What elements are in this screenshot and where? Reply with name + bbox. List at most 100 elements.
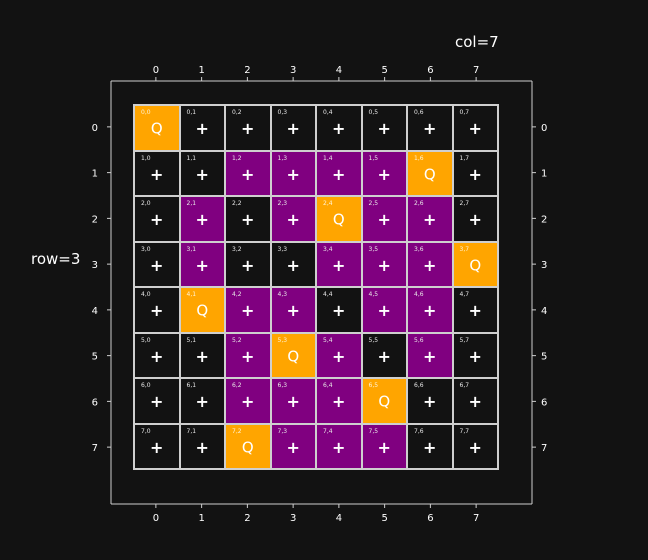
board-cell-0-0[interactable]: 0,0 Q — [134, 105, 180, 151]
board-cell-7-6[interactable]: 7,6 + — [407, 423, 453, 469]
cell-coordinate: 6,1 — [186, 382, 197, 389]
board-cell-1-1[interactable]: 1,1 + — [179, 150, 225, 196]
cell-coordinate: 2,1 — [186, 200, 197, 207]
board-cell-5-5[interactable]: 5,5 + — [361, 332, 407, 378]
plus-icon: + — [332, 437, 346, 457]
tick-label-right: 7 — [541, 443, 547, 454]
board-cell-0-1[interactable]: 0,1 + — [179, 105, 225, 151]
cell-coordinate: 5,0 — [141, 336, 151, 344]
board-cell-4-0[interactable]: 4,0 + — [134, 287, 180, 333]
board-cell-5-6[interactable]: 5,6 + — [407, 332, 453, 378]
queen-piece: Q — [150, 119, 163, 138]
board-cell-6-2[interactable]: 6,2 + — [225, 378, 271, 424]
board-cell-6-7[interactable]: 6,7 + — [452, 378, 498, 424]
tick-label-bottom: 6 — [427, 513, 433, 524]
plus-icon: + — [150, 255, 164, 275]
board-cell-1-5[interactable]: 1,5 + — [361, 150, 407, 196]
plus-icon: + — [286, 210, 300, 230]
cell-coordinate: 2,6 — [414, 200, 424, 207]
cell-coordinate: 1,6 — [414, 154, 424, 162]
board-cell-0-5[interactable]: 0,5 + — [361, 105, 407, 151]
cell-coordinate: 0,4 — [323, 109, 333, 116]
board-cell-3-1[interactable]: 3,1 + — [179, 241, 225, 287]
board-cell-3-7[interactable]: 3,7 Q — [452, 241, 498, 287]
board-cell-6-3[interactable]: 6,3 + — [270, 378, 316, 424]
plus-icon: + — [332, 119, 346, 139]
cell-coordinate: 4,3 — [277, 291, 288, 298]
board-cell-7-2[interactable]: 7,2 Q — [225, 423, 271, 469]
board-cell-3-3[interactable]: 3,3 + — [270, 241, 316, 287]
board-cell-7-7[interactable]: 7,7 + — [452, 423, 498, 469]
tick-label-left: 6 — [92, 397, 98, 408]
plus-icon: + — [150, 301, 164, 321]
cell-coordinate: 7,2 — [232, 427, 242, 435]
board-cell-1-3[interactable]: 1,3 + — [270, 150, 316, 196]
cell-coordinate: 4,4 — [323, 291, 333, 298]
cell-coordinate: 2,3 — [277, 200, 288, 207]
tick-label-top: 2 — [244, 65, 250, 76]
board-cell-6-5[interactable]: 6,5 Q — [361, 378, 407, 424]
board-cell-7-0[interactable]: 7,0 + — [134, 423, 180, 469]
board-cell-6-6[interactable]: 6,6 + — [407, 378, 453, 424]
cell-coordinate: 2,4 — [323, 200, 333, 207]
board-cell-4-5[interactable]: 4,5 + — [361, 287, 407, 333]
board-cell-4-6[interactable]: 4,6 + — [407, 287, 453, 333]
board-cell-5-2[interactable]: 5,2 + — [225, 332, 271, 378]
board-cell-4-2[interactable]: 4,2 + — [225, 287, 271, 333]
board-cell-6-1[interactable]: 6,1 + — [179, 378, 225, 424]
board-cell-2-2[interactable]: 2,2 + — [225, 196, 271, 242]
board-cell-0-4[interactable]: 0,4 + — [316, 105, 362, 151]
board-cell-5-7[interactable]: 5,7 + — [452, 332, 498, 378]
plus-icon: + — [195, 119, 209, 139]
board-cell-2-3[interactable]: 2,3 + — [270, 196, 316, 242]
board-cell-1-0[interactable]: 1,0 + — [134, 150, 180, 196]
board-cell-5-1[interactable]: 5,1 + — [179, 332, 225, 378]
chess-board: 0,0 Q 0,1 +0,2 +0,3 +0,4 +0,5 +0,6 +0,7 +1,0 +1,1 +… — [133, 104, 499, 470]
board-cell-1-4[interactable]: 1,4 + — [316, 150, 362, 196]
plus-icon: + — [241, 392, 255, 412]
board-cell-4-4[interactable]: 4,4 + — [316, 287, 362, 333]
board-cell-7-5[interactable]: 7,5 + — [361, 423, 407, 469]
row-indicator: row=3 — [31, 250, 81, 268]
board-cell-2-5[interactable]: 2,5 + — [361, 196, 407, 242]
board-cell-2-0[interactable]: 2,0 + — [134, 196, 180, 242]
tick-label-right: 0 — [541, 123, 547, 134]
board-cell-3-4[interactable]: 3,4 + — [316, 241, 362, 287]
board-cell-3-6[interactable]: 3,6 + — [407, 241, 453, 287]
board-cell-4-3[interactable]: 4,3 + — [270, 287, 316, 333]
board-cell-4-7[interactable]: 4,7 + — [452, 287, 498, 333]
board-cell-4-1[interactable]: 4,1 Q — [179, 287, 225, 333]
board-cell-3-5[interactable]: 3,5 + — [361, 241, 407, 287]
board-cell-5-4[interactable]: 5,4 + — [316, 332, 362, 378]
board-cell-0-3[interactable]: 0,3 + — [270, 105, 316, 151]
cell-coordinate: 0,5 — [368, 109, 379, 116]
board-cell-2-7[interactable]: 2,7 + — [452, 196, 498, 242]
board-cell-1-2[interactable]: 1,2 + — [225, 150, 271, 196]
tick-label-left: 0 — [92, 123, 98, 134]
tick-label-right: 1 — [541, 169, 547, 180]
board-cell-1-7[interactable]: 1,7 + — [452, 150, 498, 196]
cell-coordinate: 4,7 — [459, 291, 470, 298]
board-cell-0-6[interactable]: 0,6 + — [407, 105, 453, 151]
board-cell-3-0[interactable]: 3,0 + — [134, 241, 180, 287]
plus-icon: + — [195, 255, 209, 275]
board-cell-1-6[interactable]: 1,6 Q — [407, 150, 453, 196]
cell-coordinate: 3,2 — [232, 245, 242, 253]
cell-coordinate: 0,2 — [232, 109, 242, 116]
board-cell-7-4[interactable]: 7,4 + — [316, 423, 362, 469]
board-cell-2-6[interactable]: 2,6 + — [407, 196, 453, 242]
board-cell-5-0[interactable]: 5,0 + — [134, 332, 180, 378]
board-cell-3-2[interactable]: 3,2 + — [225, 241, 271, 287]
board-cell-6-0[interactable]: 6,0 + — [134, 378, 180, 424]
board-cell-0-2[interactable]: 0,2 + — [225, 105, 271, 151]
board-cell-2-1[interactable]: 2,1 + — [179, 196, 225, 242]
board-cell-0-7[interactable]: 0,7 + — [452, 105, 498, 151]
plus-icon: + — [423, 119, 437, 139]
cell-coordinate: 3,5 — [368, 245, 379, 253]
cell-coordinate: 2,5 — [368, 200, 379, 207]
board-cell-6-4[interactable]: 6,4 + — [316, 378, 362, 424]
board-cell-5-3[interactable]: 5,3 Q — [270, 332, 316, 378]
board-cell-2-4[interactable]: 2,4 Q — [316, 196, 362, 242]
board-cell-7-1[interactable]: 7,1 + — [179, 423, 225, 469]
board-cell-7-3[interactable]: 7,3 + — [270, 423, 316, 469]
